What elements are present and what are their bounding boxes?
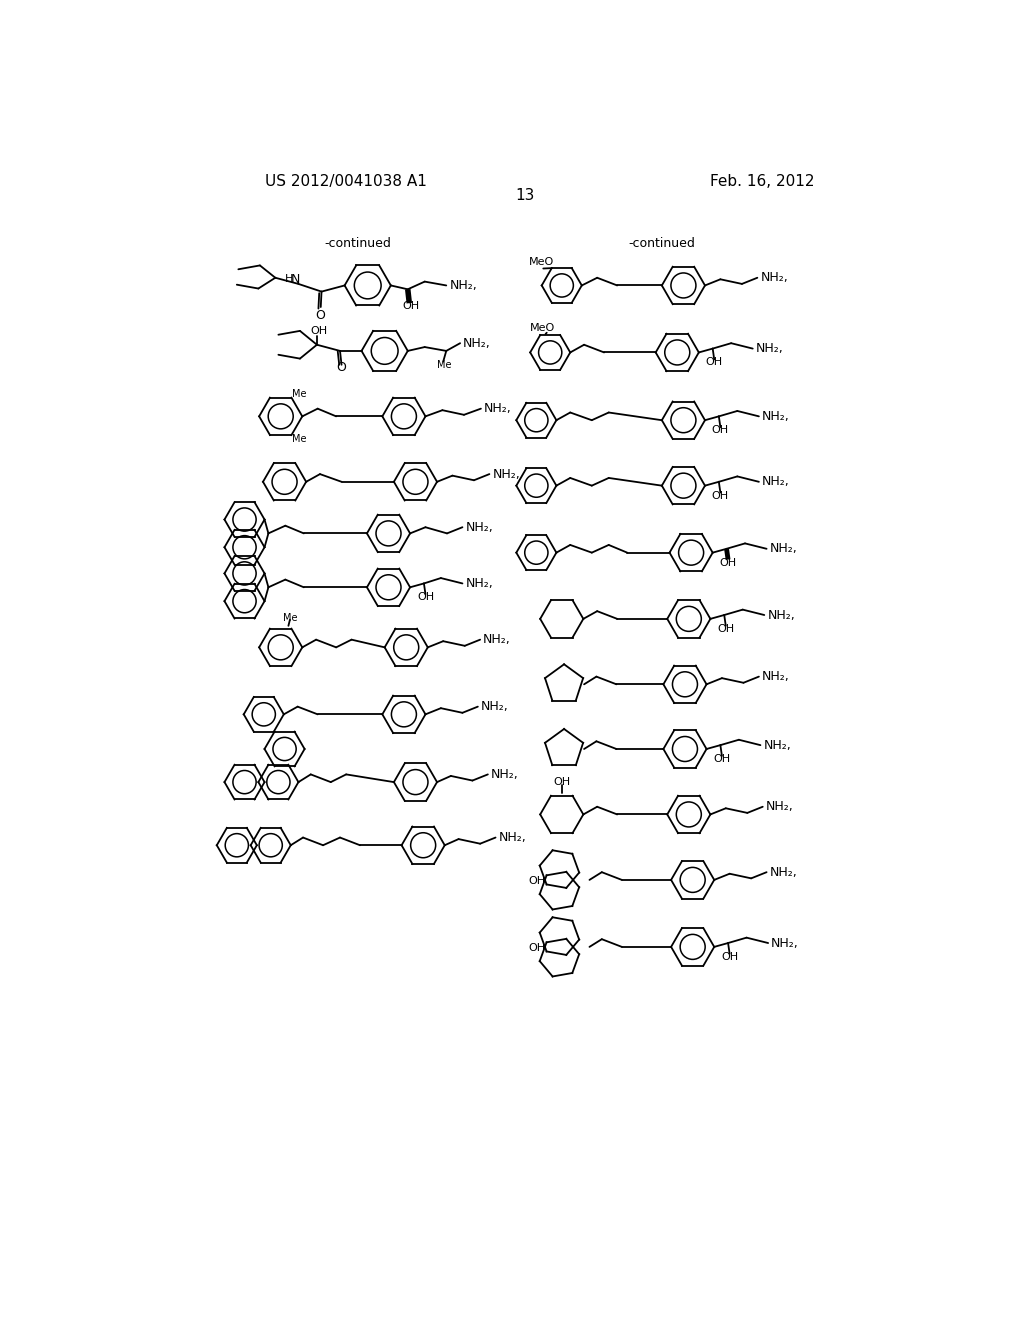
Text: NH₂,: NH₂, (767, 609, 795, 622)
Text: NH₂,: NH₂, (484, 403, 512, 416)
Text: OH: OH (528, 876, 546, 887)
Text: NH₂,: NH₂, (466, 520, 494, 533)
Text: NH₂,: NH₂, (771, 936, 799, 949)
Text: NH₂,: NH₂, (466, 577, 494, 590)
Text: OH: OH (706, 358, 723, 367)
Text: OH: OH (712, 491, 729, 500)
Text: OH: OH (553, 777, 570, 787)
Text: OH: OH (717, 624, 734, 634)
Text: NH₂,: NH₂, (481, 700, 509, 713)
Text: N: N (291, 273, 300, 286)
Text: OH: OH (402, 301, 420, 312)
Text: NH₂,: NH₂, (499, 832, 526, 843)
Text: NH₂,: NH₂, (483, 634, 511, 647)
Text: OH: OH (528, 944, 546, 953)
Text: O: O (315, 309, 325, 322)
Text: Me: Me (437, 360, 452, 370)
Text: NH₂,: NH₂, (756, 342, 783, 355)
Text: OH: OH (714, 754, 730, 764)
Text: Me: Me (292, 389, 306, 399)
Text: NH₂,: NH₂, (762, 409, 790, 422)
Text: NH₂,: NH₂, (761, 271, 788, 284)
Text: NH₂,: NH₂, (762, 671, 790, 684)
Text: 13: 13 (515, 187, 535, 203)
Text: NH₂,: NH₂, (766, 800, 794, 813)
Text: Feb. 16, 2012: Feb. 16, 2012 (710, 174, 814, 189)
Text: OH: OH (310, 326, 327, 335)
Text: H: H (285, 275, 293, 284)
Text: NH₂,: NH₂, (493, 467, 520, 480)
Text: Me: Me (292, 434, 306, 444)
Text: Me: Me (283, 612, 297, 623)
Text: OH: OH (712, 425, 729, 436)
Text: -continued: -continued (325, 236, 391, 249)
Text: -continued: -continued (629, 236, 695, 249)
Text: OH: OH (720, 557, 736, 568)
Text: NH₂,: NH₂, (490, 768, 518, 781)
Text: MeO: MeO (529, 323, 555, 333)
Text: OH: OH (417, 593, 434, 602)
Text: NH₂,: NH₂, (764, 739, 792, 751)
Text: MeO: MeO (529, 257, 554, 268)
Text: US 2012/0041038 A1: US 2012/0041038 A1 (265, 174, 427, 189)
Text: NH₂,: NH₂, (762, 475, 790, 488)
Text: NH₂,: NH₂, (450, 279, 477, 292)
Text: O: O (337, 362, 346, 375)
Text: NH₂,: NH₂, (463, 337, 490, 350)
Text: NH₂,: NH₂, (770, 543, 798, 556)
Text: OH: OH (721, 952, 738, 962)
Text: NH₂,: NH₂, (770, 866, 798, 879)
